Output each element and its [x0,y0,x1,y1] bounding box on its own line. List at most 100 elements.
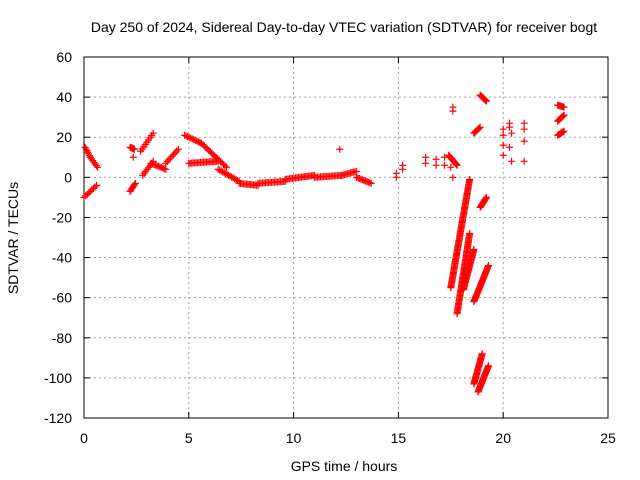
data-point [505,119,513,127]
data-point [399,161,407,169]
data-point [168,152,176,160]
data-point [88,186,96,194]
axes: -120 -100 -80 -60 -40 -20 0 20 40 60 0 5 10 15 20 25 [44,49,616,446]
data-point [225,171,233,179]
data-point [151,161,159,169]
y-tick-label: 20 [56,129,72,145]
y-tick-label: -80 [52,330,72,346]
data-point [160,165,168,173]
y-tick-label: -120 [44,410,72,426]
data-point [422,153,430,161]
data-point [499,151,507,159]
data-point [94,163,102,171]
data-points [80,91,568,396]
y-tick-label: -40 [52,250,72,266]
data-point [357,175,365,183]
data-point [231,175,239,183]
data-point [354,174,362,182]
data-point [432,155,440,163]
data-point [226,172,234,180]
data-point [560,127,568,135]
data-point [217,167,225,175]
data-point [220,169,228,177]
data-point [520,125,528,133]
data-point [485,262,493,270]
data-point [363,178,371,186]
data-point [130,181,138,189]
data-point [228,173,236,181]
data-point [559,112,567,120]
data-point [85,189,93,197]
data-point [392,169,400,177]
data-point [223,163,231,171]
y-axis-title: SDTVAR / TECUs [5,182,21,294]
data-point [182,132,190,140]
data-point [154,162,162,170]
data-point [505,143,513,151]
data-point [165,156,173,164]
data-point [482,96,490,104]
data-point [355,175,363,183]
x-tick-label: 25 [600,430,616,446]
data-point [223,170,231,178]
data-point [499,131,507,139]
data-point [482,97,490,105]
data-point [162,165,170,173]
data-point [157,164,165,172]
x-tick-label: 10 [286,430,302,446]
data-point [452,160,460,168]
data-point [447,163,455,171]
data-point [482,193,490,201]
data-point [508,129,516,137]
data-point [149,160,157,168]
y-tick-label: 0 [64,169,72,185]
data-point [129,153,137,161]
data-point [82,192,90,200]
data-point [449,173,457,181]
data-point [166,154,174,162]
data-point [466,175,474,183]
data-point [360,176,368,184]
data-point [449,107,457,115]
data-point [336,145,344,153]
data-point [184,133,192,141]
data-point [452,160,460,168]
data-point [520,137,528,145]
data-point [89,184,97,192]
data-point [185,133,193,141]
data-point [147,159,155,167]
data-point [188,135,196,143]
data-point [364,178,372,186]
data-point [214,165,222,173]
data-point [174,145,182,153]
data-point [485,362,493,370]
data-point [163,158,171,166]
data-point [219,168,227,176]
data-point [83,190,91,198]
data-point [478,350,486,358]
data-point [441,153,449,161]
plot-frame [83,56,609,419]
x-tick-label: 15 [391,430,407,446]
x-tick-label: 0 [80,430,88,446]
data-point [475,125,483,133]
data-point [149,129,157,137]
data-point [153,162,161,170]
data-point [92,162,100,170]
data-point [470,246,478,254]
data-point [187,134,195,142]
chart-title: Day 250 of 2024, Sidereal Day-to-day VTE… [91,19,597,35]
y-tick-label: 60 [56,49,72,65]
data-point [194,138,202,146]
data-point [131,179,139,187]
data-point [560,111,568,119]
data-point [91,183,99,191]
y-tick-label: 40 [56,89,72,105]
data-point [499,141,507,149]
data-point [366,179,374,187]
data-point [466,229,474,237]
data-point [80,193,88,201]
data-point [520,119,528,127]
data-point [508,157,516,165]
